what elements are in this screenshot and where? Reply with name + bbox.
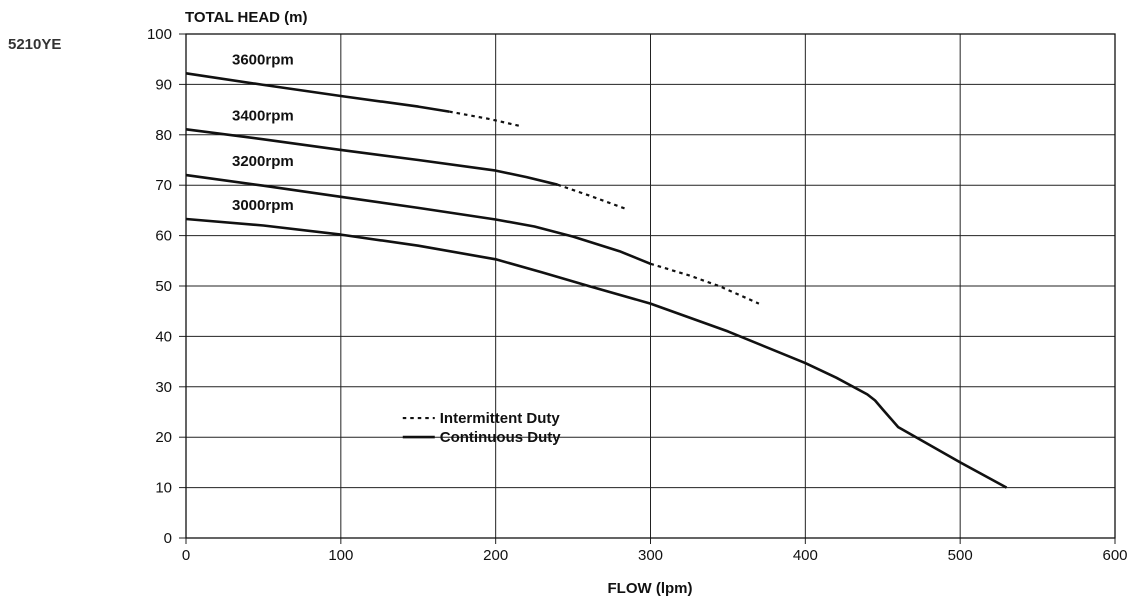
curve-3200rpm-intermittent — [650, 262, 760, 305]
curve-3200rpm-continuous — [185, 173, 651, 266]
x-tick-label: 500 — [948, 547, 973, 564]
curve-3400rpm-continuous — [185, 128, 558, 186]
y-tick-label: 0 — [164, 530, 172, 547]
y-tick-label: 30 — [155, 379, 172, 396]
series-label-3000rpm: 3000rpm — [232, 197, 294, 214]
x-tick-label: 400 — [793, 547, 818, 564]
x-tick-label: 300 — [638, 547, 663, 564]
x-tick-label: 600 — [1102, 547, 1127, 564]
y-tick-label: 90 — [155, 76, 172, 93]
y-tick-label: 10 — [155, 480, 172, 497]
x-axis-title: FLOW (lpm) — [608, 580, 693, 597]
curve-3400rpm-intermittent — [557, 183, 628, 211]
x-tick-label: 200 — [483, 547, 508, 564]
curve-3000rpm-continuous — [185, 217, 1008, 489]
curves — [185, 72, 1008, 489]
legend-label-dotted: Intermittent Duty — [440, 410, 561, 427]
series-label-3200rpm: 3200rpm — [232, 153, 294, 170]
y-tick-label: 70 — [155, 177, 172, 194]
x-tick-label: 0 — [182, 547, 190, 564]
y-tick-label: 20 — [155, 429, 172, 446]
series-label-3400rpm: 3400rpm — [232, 107, 294, 124]
legend: Intermittent Duty Continuous Duty — [402, 410, 561, 446]
grid — [179, 33, 1116, 544]
series-labels: 3600rpm 3400rpm 3200rpm 3000rpm — [232, 51, 294, 214]
curve-3600rpm-intermittent — [449, 110, 520, 127]
y-tick-label: 100 — [147, 26, 172, 43]
tick-labels: 0 100 200 300 400 500 600 0 10 20 30 40 50 60 70 80 90 10… — [147, 26, 1128, 564]
y-tick-label: 50 — [155, 278, 172, 295]
x-tick-label: 100 — [328, 547, 353, 564]
curve-3600rpm-continuous — [185, 72, 450, 113]
y-axis-title: TOTAL HEAD (m) — [185, 9, 308, 26]
series-label-3600rpm: 3600rpm — [232, 51, 294, 68]
y-tick-label: 80 — [155, 127, 172, 144]
plot-frame — [185, 33, 1116, 539]
legend-label-solid: Continuous Duty — [440, 429, 561, 446]
model-label: 5210YE — [8, 36, 61, 53]
y-tick-label: 60 — [155, 228, 172, 245]
y-tick-label: 40 — [155, 328, 172, 345]
